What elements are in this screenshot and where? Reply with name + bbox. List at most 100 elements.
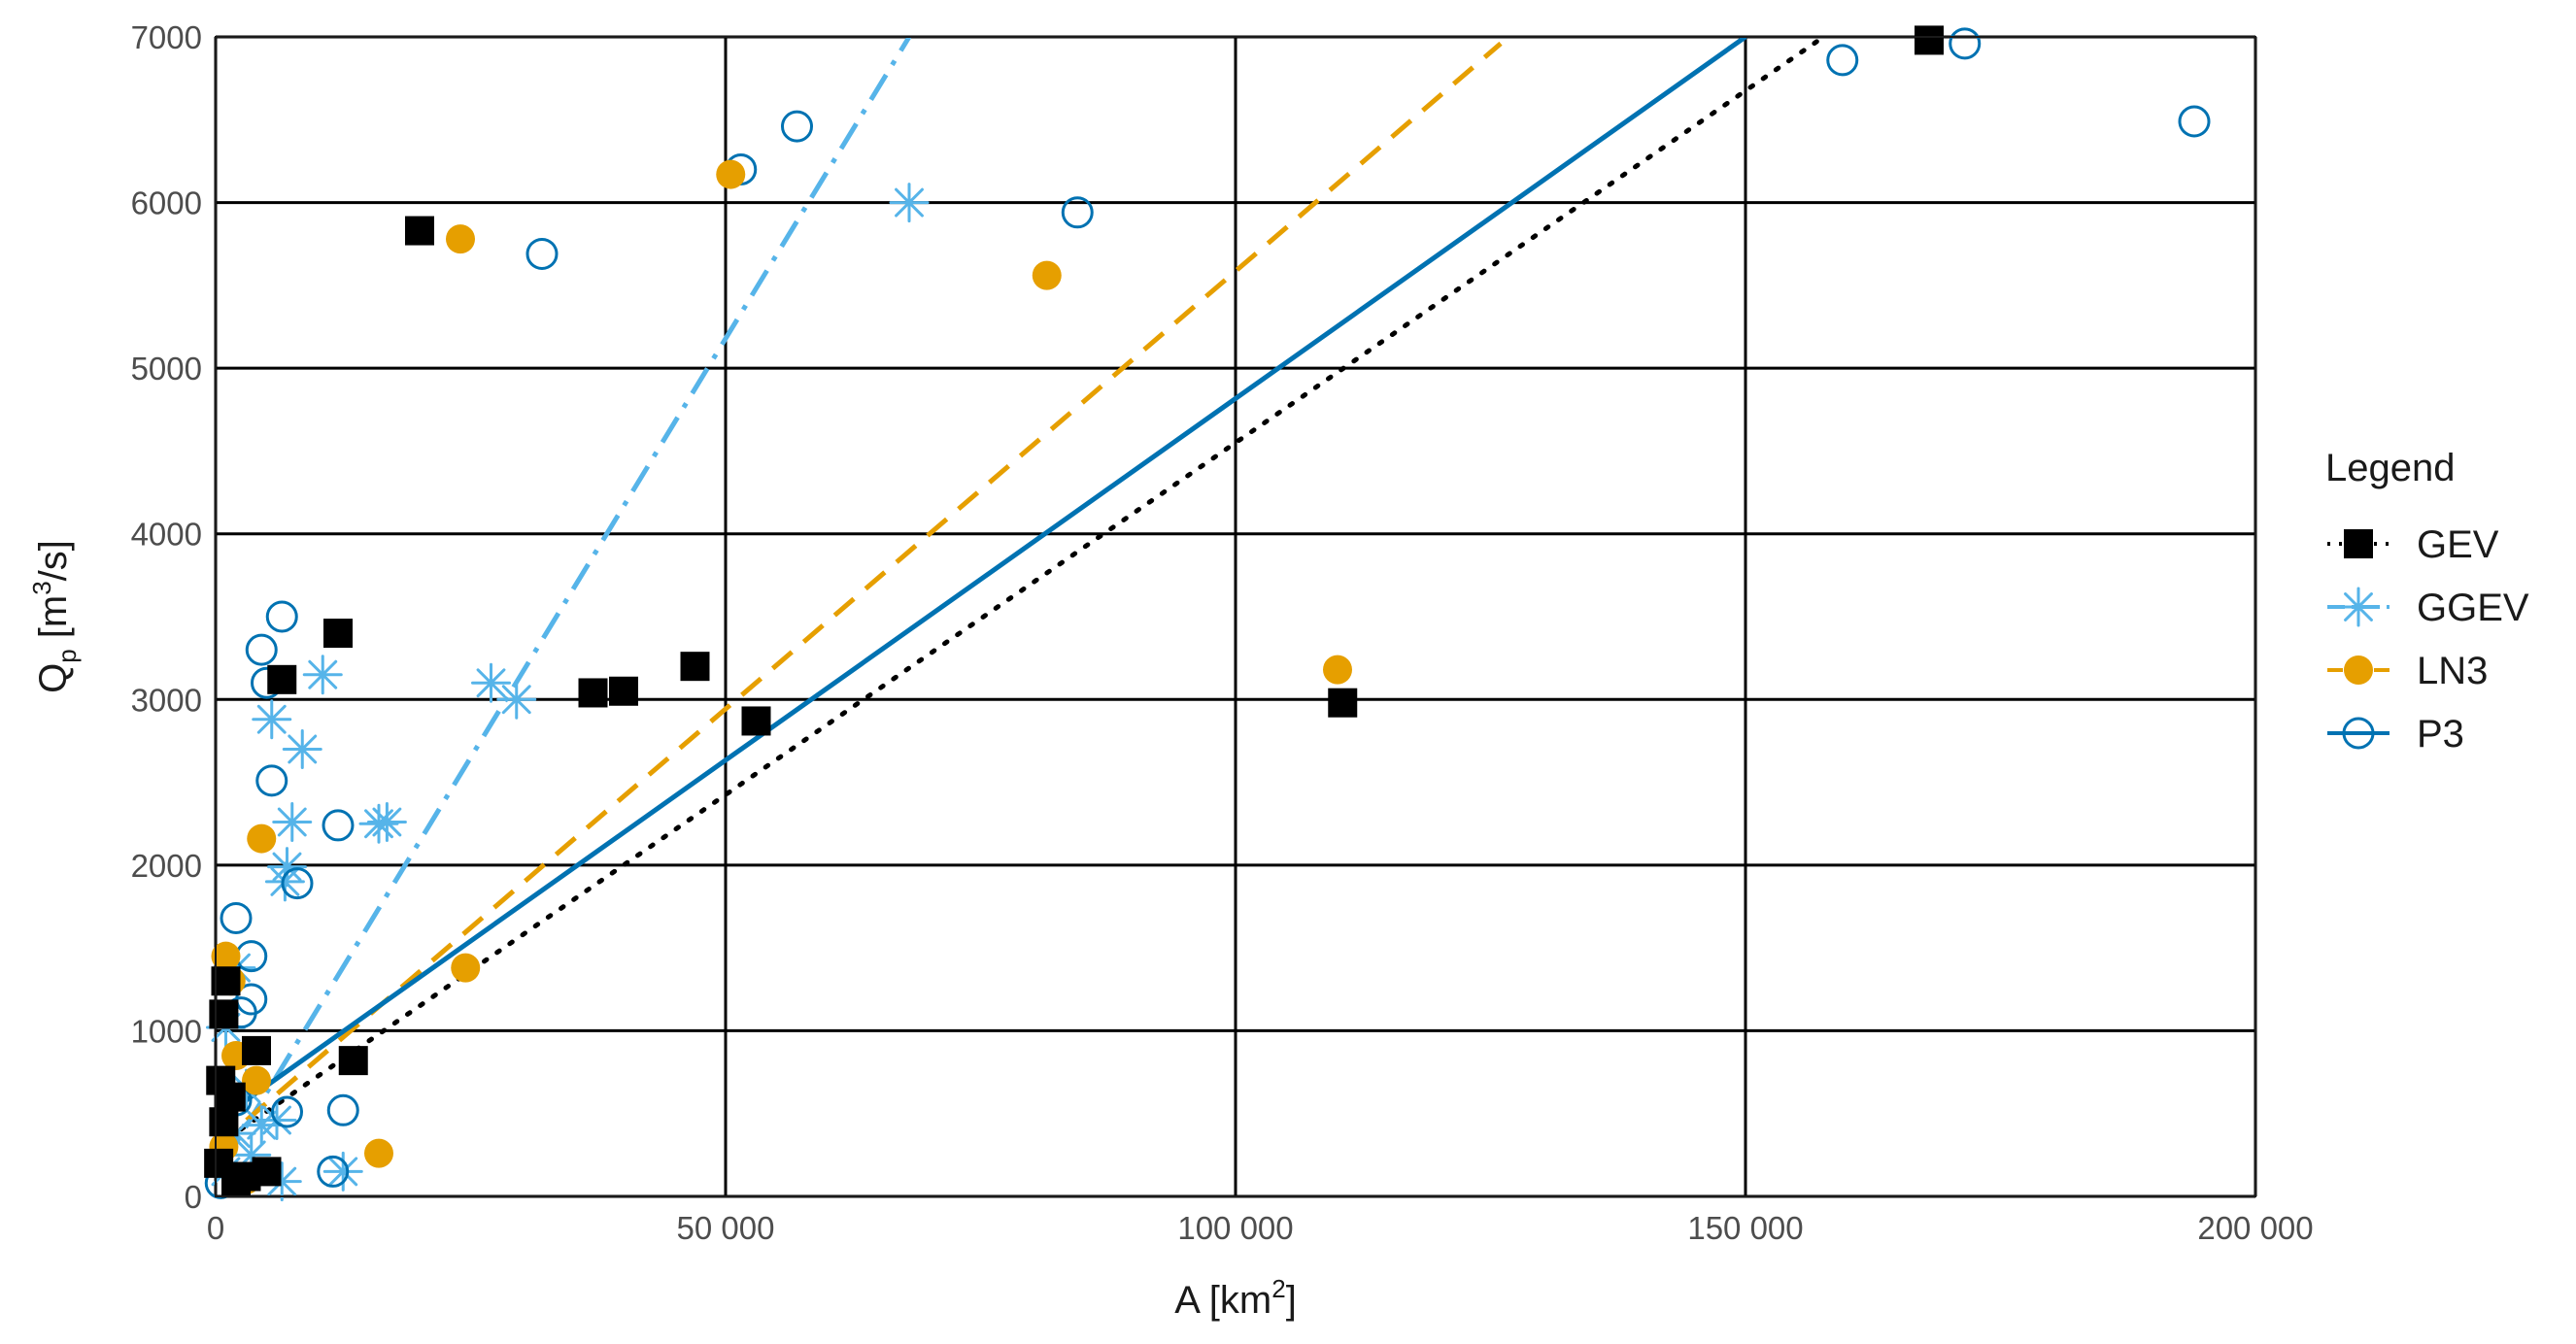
point-p3 [326, 1093, 359, 1126]
legend-item-ln3: LN3 [2327, 650, 2488, 692]
y-tick-label: 4000 [131, 517, 202, 553]
point-p3 [317, 1155, 350, 1188]
point-ln3 [446, 224, 475, 254]
legend-marker-p3 [2342, 717, 2375, 750]
grid [214, 35, 2257, 1198]
point-ggev-stroke [328, 1157, 358, 1187]
point-gev [741, 706, 771, 736]
point-ggev [282, 728, 322, 769]
point-ggev [471, 662, 511, 703]
legend-label-gev: GEV [2417, 523, 2499, 566]
legend-marker-ggev [2338, 587, 2379, 627]
point-p3 [322, 809, 355, 842]
data-points [204, 25, 2211, 1202]
point-gev [578, 678, 608, 708]
point-gev [242, 1035, 271, 1065]
point-gev [1915, 25, 1944, 55]
point-ln3 [242, 1065, 271, 1095]
point-ggev-stroke [288, 734, 318, 764]
legend-marker-ggev-stroke [2344, 592, 2373, 622]
x-tick-label: 200 000 [2197, 1210, 2313, 1246]
y-tick-label: 0 [185, 1179, 202, 1215]
x-axis-title: A [km2] [1174, 1274, 1297, 1322]
point-ggev-stroke [270, 866, 300, 896]
point-ggev [272, 802, 313, 843]
trend-line-p3 [216, 37, 1747, 1125]
point-ggev-stroke [277, 807, 307, 837]
point-ggev [358, 803, 399, 844]
y-axis-title-sup: 3 [27, 581, 56, 594]
point-ln3 [716, 159, 746, 189]
point-ggev-stroke [372, 807, 402, 837]
x-tick-label: 0 [207, 1210, 224, 1246]
point-gev [209, 1107, 239, 1137]
legend-title: Legend [2325, 447, 2455, 489]
point-p3 [245, 633, 278, 666]
point-ggev [889, 183, 930, 223]
x-tick-label: 50 000 [677, 1210, 775, 1246]
x-axis-title-sup: 2 [1271, 1274, 1285, 1303]
point-gev [216, 1082, 246, 1112]
legend: Legend GEV GGEV LN3 P3 [2325, 447, 2529, 756]
point-gev [209, 999, 239, 1029]
point-ln3 [1032, 260, 1062, 290]
y-tick-label: 1000 [131, 1013, 202, 1049]
point-p3 [265, 600, 298, 633]
y-tick-label: 3000 [131, 682, 202, 718]
point-p3 [255, 764, 288, 797]
trend-line-gev [216, 37, 1828, 1150]
point-ln3 [1323, 655, 1352, 685]
legend-label-p3: P3 [2417, 713, 2464, 756]
point-ggev-stroke [895, 187, 924, 218]
point-p3 [781, 110, 813, 143]
y-axis-title-mid: [m [32, 595, 75, 650]
point-ggev-stroke [501, 685, 531, 715]
point-ggev [496, 679, 537, 720]
point-ggev [241, 1105, 282, 1146]
y-axis-title: Qp [m3/s] [27, 540, 82, 693]
point-p3 [271, 1095, 303, 1128]
legend-items: GEV GGEV LN3 P3 [2327, 523, 2529, 756]
point-gev [609, 676, 638, 706]
x-tick-label: 100 000 [1177, 1210, 1293, 1246]
y-axis-title-sub: p [52, 649, 82, 662]
point-ln3 [451, 953, 481, 983]
point-p3 [1826, 44, 1859, 77]
y-tick-label: 5000 [131, 351, 202, 386]
legend-label-ggev: GGEV [2417, 587, 2529, 629]
point-gev [221, 1168, 251, 1198]
point-gev [405, 216, 434, 246]
y-axis-title-end: /s] [32, 540, 75, 581]
plot-frame [215, 36, 2256, 1197]
legend-item-ggev: GGEV [2327, 587, 2529, 629]
point-ggev-stroke [256, 704, 287, 734]
trend-line-ggev [216, 37, 912, 1178]
x-axis-title-main: A [km [1174, 1279, 1271, 1322]
point-p3 [525, 237, 559, 270]
legend-label-ln3: LN3 [2417, 650, 2488, 692]
point-p3 [1061, 196, 1094, 229]
point-ln3 [247, 823, 277, 854]
point-ln3 [211, 941, 241, 971]
point-gev [323, 619, 353, 649]
point-gev [338, 1046, 368, 1076]
point-p3 [220, 901, 253, 934]
point-p3 [2178, 105, 2211, 138]
y-tick-label: 7000 [131, 19, 202, 55]
y-axis-title-main: Q [32, 663, 75, 693]
point-ln3 [364, 1138, 393, 1168]
point-gev [1328, 688, 1358, 718]
legend-marker-gev [2344, 529, 2373, 558]
trend-lines [216, 37, 1828, 1178]
legend-marker-ln3 [2344, 655, 2373, 685]
point-ggev-stroke [476, 668, 506, 698]
trend-line-ln3 [216, 41, 1503, 1149]
point-ggev-stroke [267, 1166, 297, 1196]
point-ggev [366, 802, 407, 843]
point-ggev [252, 699, 292, 740]
legend-item-gev: GEV [2327, 523, 2499, 566]
point-gev [680, 652, 710, 682]
point-ggev-stroke [308, 659, 338, 689]
point-p3 [281, 867, 314, 900]
